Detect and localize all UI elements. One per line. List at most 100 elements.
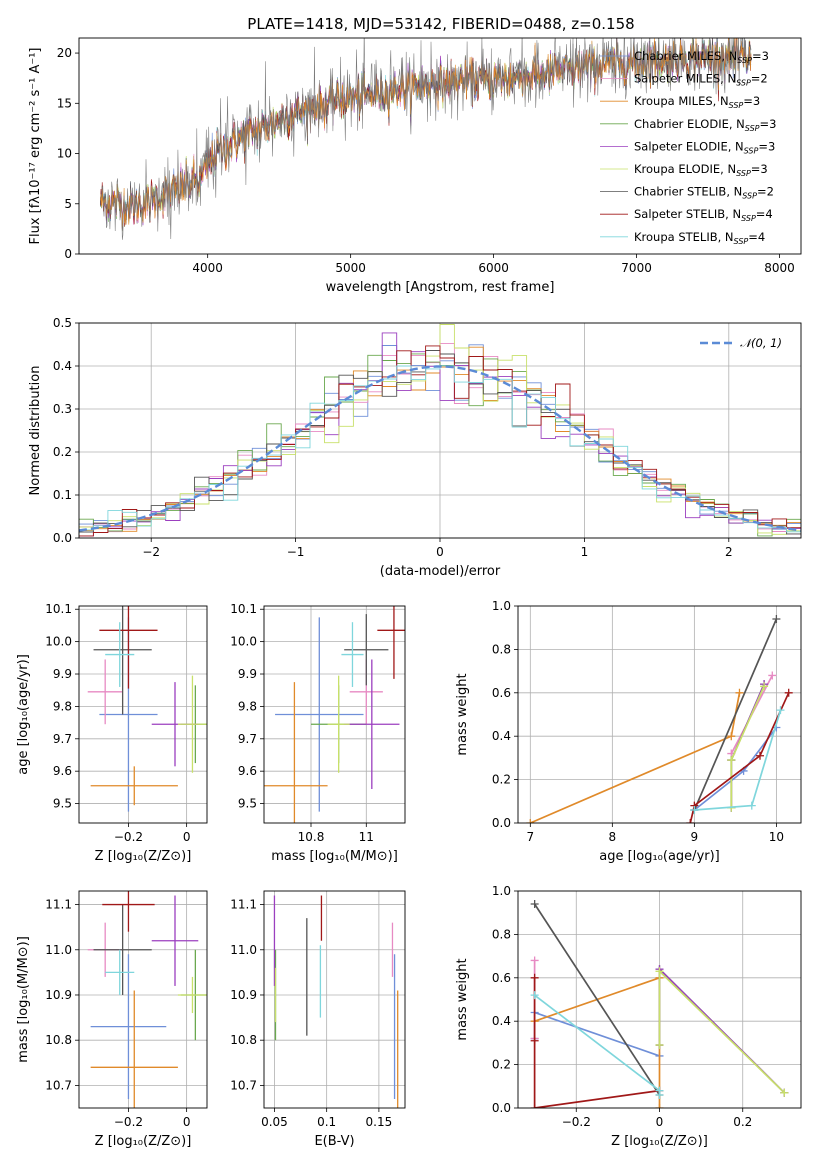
- marker-salpeter-miles: [768, 671, 777, 680]
- y-axis-label: mass weight: [455, 958, 470, 1040]
- x-tick-label: 1: [581, 545, 589, 559]
- x-tick-label: 0.1: [317, 1115, 336, 1129]
- y-tick-label: 0.4: [492, 1014, 511, 1028]
- x-axis-label: wavelength [Angstrom, rest frame]: [326, 280, 555, 295]
- legend-entry-chabrier-miles: Chabrier MILES, NSSP=3: [634, 49, 769, 65]
- series-kroupa-miles: [529, 692, 741, 823]
- x-axis-label: Z [log₁₀(Z/Z⊙)]: [95, 1134, 192, 1149]
- y-tick-label: 9.6: [238, 764, 257, 778]
- series-chabrier-stelib: [533, 903, 661, 1096]
- y-tick-label: 0.4: [492, 729, 511, 743]
- y-tick-label: 1.0: [492, 599, 511, 613]
- x-tick-label: 9: [691, 830, 699, 844]
- marker-kroupa-stelib: [776, 706, 785, 715]
- y-axis-label: Flux [fλ10⁻¹⁷ erg cm⁻² s⁻¹ A⁻¹]: [28, 48, 43, 245]
- legend-entry-kroupa-stelib: Kroupa STELIB, NSSP=4: [634, 230, 765, 246]
- marker-kroupa-miles: [526, 819, 535, 823]
- y-tick-label: 0.6: [492, 686, 511, 700]
- x-tick-label: 0.15: [366, 1115, 393, 1129]
- legend-label: Kroupa MILES, N: [634, 94, 729, 108]
- legend-entry-salpeter-elodie: Salpeter ELODIE, NSSP=3: [634, 139, 775, 155]
- y-tick-label: 20: [57, 46, 72, 60]
- y-tick-label: 9.7: [53, 732, 72, 746]
- y-tick-label: 15: [57, 96, 72, 110]
- x-tick-label: 10.8: [298, 830, 325, 844]
- plot-area-residuals: [79, 324, 801, 538]
- x-tick-label: 0: [183, 1115, 191, 1129]
- panel-residuals: −2 −1 0 1 2 0.0 0.1 0.2 0.3 0.4 0.5 (data-model)/er…: [28, 316, 802, 579]
- y-tick-label: 10.9: [230, 988, 257, 1002]
- x-tick-label: 0.2: [733, 1115, 752, 1129]
- y-tick-label: 11.0: [230, 943, 257, 957]
- axes-frame: [263, 890, 406, 1109]
- marker-kroupa-miles: [655, 1104, 664, 1108]
- y-tick-label: 10.7: [230, 1078, 257, 1092]
- y-tick-label: 9.8: [238, 699, 257, 713]
- x-tick-label: 11: [359, 830, 374, 844]
- x-tick-label: 0.05: [261, 1115, 288, 1129]
- x-tick-label: −0.2: [562, 1115, 591, 1129]
- errorbar-kroupa-miles: [90, 766, 178, 806]
- x-tick-label: 0: [656, 1115, 664, 1129]
- marker-chabrier-stelib: [772, 615, 781, 624]
- y-tick-label: 10.9: [45, 988, 72, 1002]
- y-axis-label: mass weight: [455, 673, 470, 755]
- errorbar-kroupa-elodie: [177, 675, 207, 773]
- axes-frame: [78, 890, 208, 1109]
- y-tick-label: 0.8: [492, 927, 511, 941]
- legend-suffix: =3: [758, 139, 775, 153]
- y-tick-label: 0.0: [492, 816, 511, 830]
- series-salpeter-stelib: [689, 692, 790, 823]
- series-chabrier-stelib: [693, 618, 778, 811]
- errorbar-kroupa-miles: [264, 682, 328, 823]
- plot-area-spectrum: [100, 38, 752, 240]
- y-tick-label: 0.5: [53, 316, 72, 330]
- errorbar-kroupa-stelib: [341, 622, 364, 687]
- legend-entry-kroupa-miles: Kroupa MILES, NSSP=3: [634, 94, 760, 110]
- x-tick-label: 7000: [621, 261, 652, 275]
- series-kroupa-stelib: [534, 994, 661, 1095]
- errorbar-kroupa-miles: [90, 990, 178, 1108]
- y-tick-label: 9.5: [53, 797, 72, 811]
- x-axis-label: Z [log₁₀(Z/Z⊙)]: [95, 849, 192, 864]
- y-tick-label: 10.8: [45, 1033, 72, 1047]
- y-tick-label: 9.7: [238, 732, 257, 746]
- y-tick-label: 0.2: [53, 445, 72, 459]
- legend-suffix: =4: [756, 207, 773, 221]
- x-tick-label: −0.2: [114, 1115, 143, 1129]
- plot-area-weight-Z: [530, 900, 789, 1108]
- marker-salpeter-stelib: [686, 819, 695, 823]
- errorbar-salpeter-stelib: [99, 606, 158, 689]
- marker-kroupa-miles: [727, 732, 736, 741]
- x-tick-label: −1: [287, 545, 305, 559]
- legend-entry-chabrier-elodie: Chabrier ELODIE, NSSP=3: [634, 117, 776, 133]
- panel-weight-age: 7 8 9 10 0.0 0.2 0.4 0.6 0.8 1.0 age [log₁₀(age/yr…: [455, 599, 802, 864]
- y-tick-label: 10.8: [230, 1033, 257, 1047]
- errorbar-salpeter-stelib: [377, 606, 405, 679]
- x-tick-label: 0: [436, 545, 444, 559]
- legend-sub: SSP: [734, 237, 749, 246]
- legend-entry-gaussian: 𝒩(0, 1): [740, 336, 782, 350]
- plot-area-weight-age: [526, 615, 793, 823]
- axes-frame: [78, 605, 208, 824]
- x-tick-label: 8: [609, 830, 617, 844]
- y-tick-label: 0: [64, 247, 72, 261]
- errorbar-chabrier-stelib: [93, 606, 152, 715]
- legend-entry-chabrier-stelib: Chabrier STELIB, NSSP=2: [634, 185, 774, 201]
- legend-suffix: =3: [743, 94, 760, 108]
- legend-sub: SSP: [737, 56, 752, 65]
- y-axis-label: mass [log₁₀(M/M⊙)]: [16, 936, 31, 1063]
- legend-entry-kroupa-elodie: Kroupa ELODIE, NSSP=3: [634, 162, 768, 178]
- legend-sub: SSP: [744, 146, 759, 155]
- panel-mass-Z: −0.2 0 10.7 10.8 10.9 11.0 11.1 Z [log₁₀(Z/Z⊙)]…: [16, 890, 208, 1149]
- legend-sub: SSP: [742, 192, 757, 201]
- y-tick-label: 11.0: [45, 943, 72, 957]
- plot-area-age-mass: [264, 606, 405, 823]
- axes-frame: [517, 605, 802, 824]
- y-tick-label: 0.4: [53, 359, 72, 373]
- x-axis-label: E(B-V): [314, 1134, 354, 1149]
- errorbar-kroupa-elodie: [327, 675, 350, 773]
- y-tick-label: 0.0: [492, 1101, 511, 1115]
- marker-kroupa-miles: [735, 688, 744, 697]
- legend-suffix: =4: [748, 230, 765, 244]
